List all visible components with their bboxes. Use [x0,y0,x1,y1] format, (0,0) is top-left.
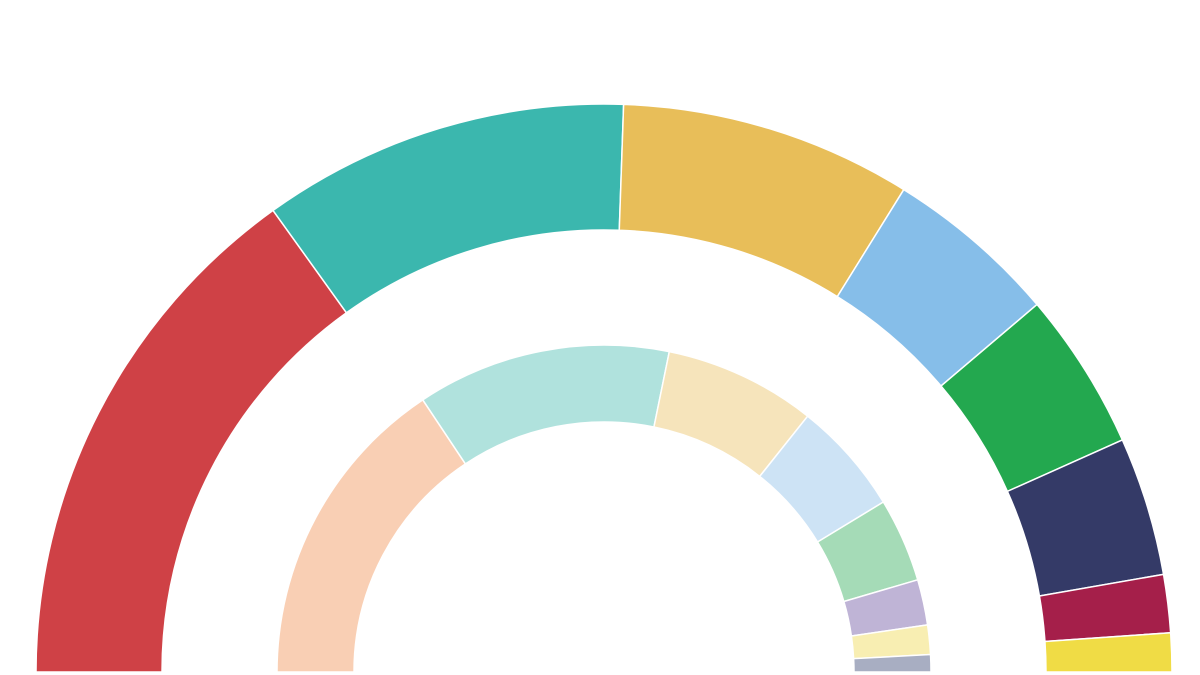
ring-segment [852,653,932,673]
ring-segment [1044,631,1173,673]
ring-segment [276,398,467,673]
ring-segment [421,344,671,465]
ring-segment [271,103,625,314]
